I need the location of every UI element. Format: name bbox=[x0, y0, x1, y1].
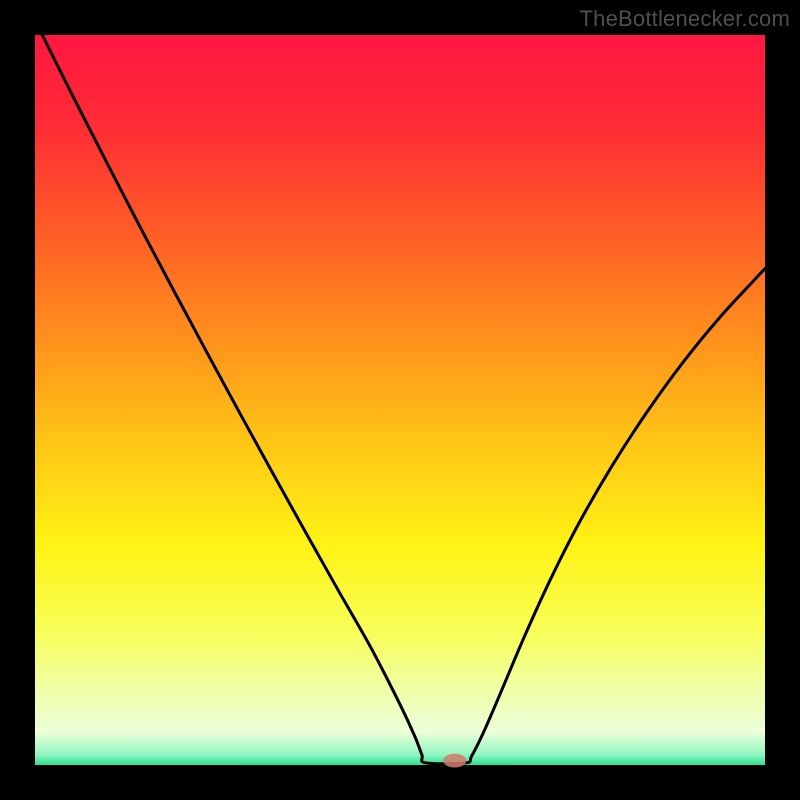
watermark-text: TheBottlenecker.com bbox=[580, 6, 790, 32]
bottleneck-chart bbox=[0, 0, 800, 800]
optimal-point-marker bbox=[443, 754, 466, 768]
